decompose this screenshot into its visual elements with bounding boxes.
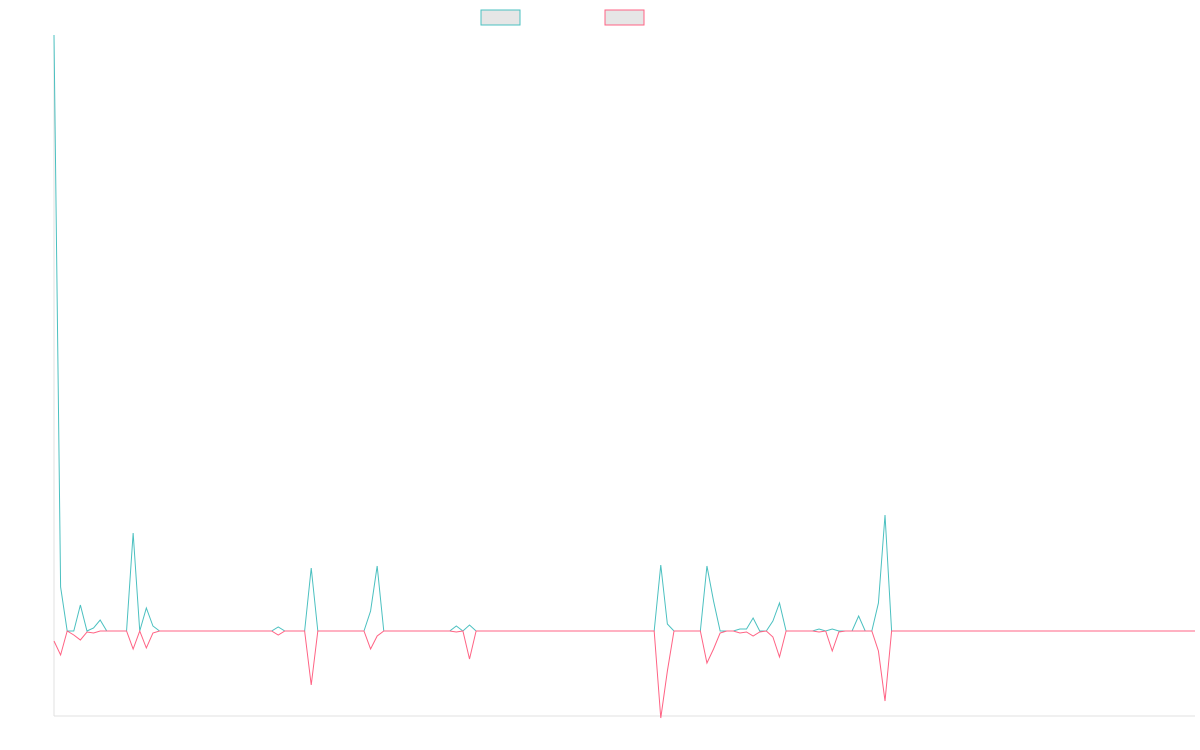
legend-swatch (480, 9, 521, 26)
legend-swatch (604, 9, 645, 26)
series-line (53, 34, 1195, 632)
series-line (53, 629, 1195, 719)
